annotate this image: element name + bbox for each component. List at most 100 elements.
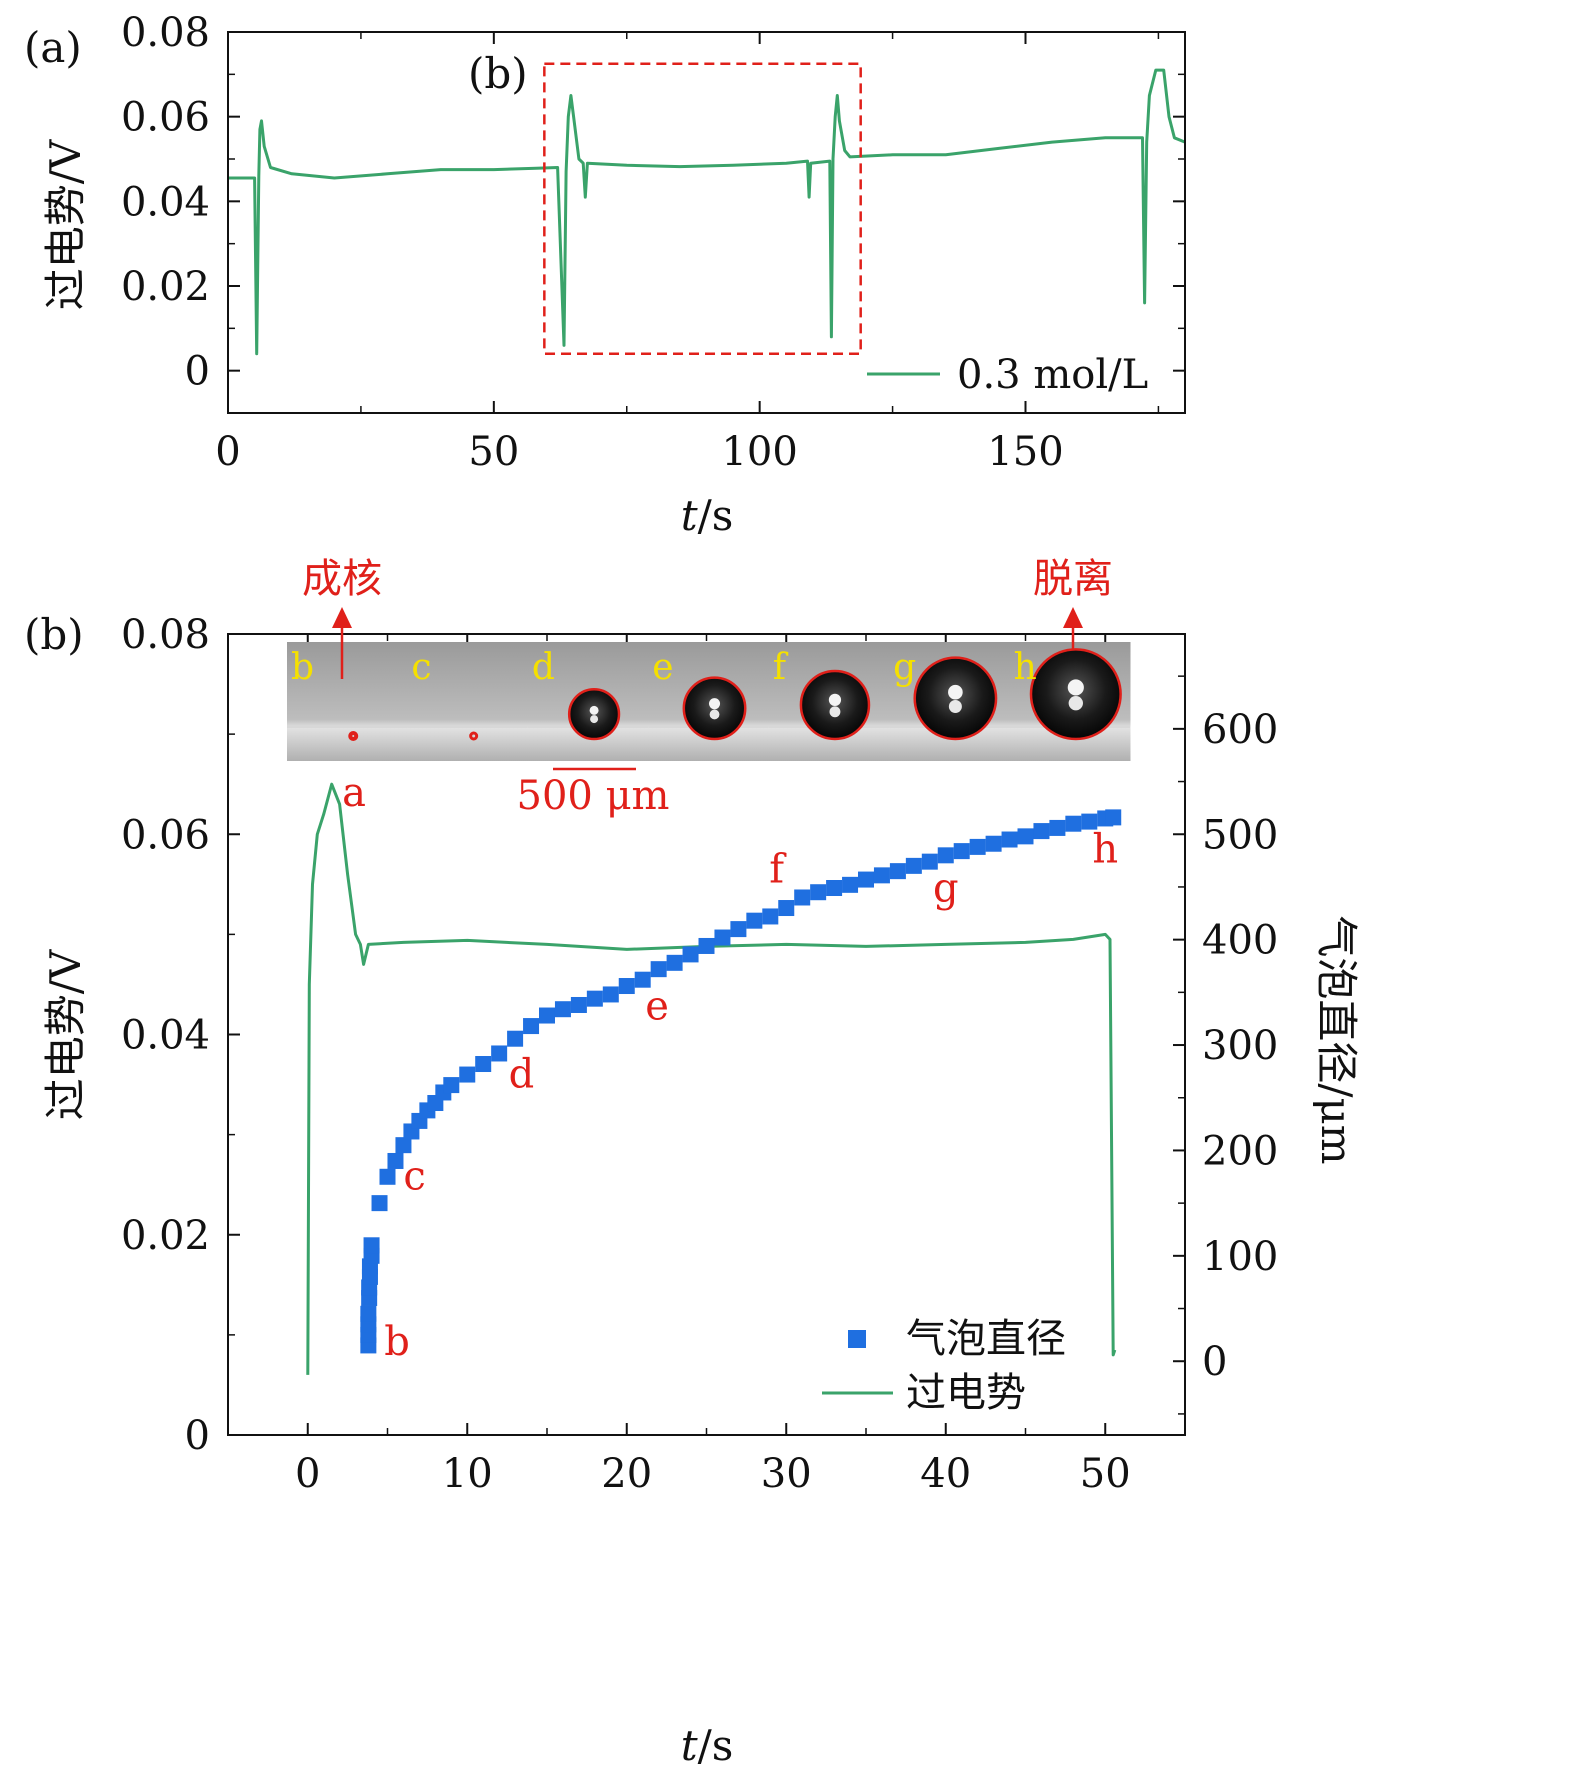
bubble-highlight	[708, 698, 721, 710]
a-y-tick-label: 0.08	[121, 10, 210, 56]
frame-label-f: f	[773, 647, 789, 688]
diameter-point	[539, 1007, 555, 1024]
diameter-point	[842, 876, 859, 893]
a-y-tick-label: 0.04	[121, 179, 210, 225]
b-legend-label-diameter: 气泡直径	[906, 1316, 1066, 1362]
bubble-frame-d: d	[527, 642, 649, 761]
diameter-point	[586, 990, 603, 1007]
bubble-frame-e: e	[648, 642, 770, 761]
diameter-point	[746, 912, 763, 929]
a-plot-frame	[227, 31, 1186, 414]
diameter-point	[985, 835, 1002, 852]
a-x-tick-label: 150	[987, 429, 1063, 475]
nucleation-label: 成核	[302, 556, 382, 602]
bubble-outline	[469, 731, 479, 741]
b-right-y-tick-label: 600	[1202, 707, 1278, 753]
bubble-outline	[348, 731, 359, 741]
frame-label-d: d	[532, 647, 555, 688]
diameter-point	[1105, 809, 1122, 826]
b-legend-marker-diameter	[848, 1330, 866, 1348]
bubble-highlight	[1068, 695, 1083, 711]
b-right-y-tick-label: 0	[1202, 1339, 1227, 1385]
detachment-label: 脱离	[1033, 556, 1113, 602]
diameter-point	[650, 961, 667, 978]
a-box-label: (b)	[468, 49, 528, 98]
diameter-point	[371, 1195, 388, 1212]
frame-label-g: g	[893, 647, 916, 688]
b-x-tick-label: 40	[920, 1451, 971, 1497]
b-x-tick-label: 30	[761, 1451, 812, 1497]
diameter-point	[810, 884, 827, 901]
bubble-outline	[567, 687, 621, 741]
diameter-point	[858, 871, 874, 888]
a-x-axis-title: t/s	[681, 491, 734, 540]
a-highlight-box	[543, 62, 862, 355]
bubble-frame-b: b	[287, 642, 408, 761]
diameter-point	[698, 937, 715, 954]
b-voltage-line	[306, 782, 1117, 1375]
b-x-axis-unit: /s	[698, 1721, 734, 1770]
b-y-tick-labels: 0 0.02 0.04 0.06 0.08	[121, 612, 210, 1459]
bubble-highlight	[829, 706, 841, 718]
bubble-outline	[682, 676, 747, 741]
diameter-point	[682, 946, 699, 963]
diameter-point	[395, 1137, 412, 1154]
point-label-a: a	[342, 770, 366, 816]
point-label-b: b	[384, 1319, 410, 1365]
bubble-highlight	[948, 699, 962, 713]
diameter-point	[387, 1152, 404, 1169]
b-right-y-tick-labels: 0 100 200 300 400 500 600	[1202, 707, 1278, 1385]
frame-label-e: e	[652, 647, 673, 688]
point-label-h: h	[1092, 826, 1118, 872]
bubble-highlight	[589, 705, 599, 715]
b-right-y-tick-label: 300	[1202, 1023, 1278, 1069]
a-y-tick-label: 0.06	[121, 95, 210, 141]
diameter-point	[937, 847, 954, 864]
diameter-point	[1081, 813, 1098, 830]
diameter-point	[634, 971, 651, 988]
b-y-tick-label: 0	[185, 1413, 210, 1459]
diameter-point	[554, 1001, 571, 1018]
bubble-outline	[1029, 648, 1122, 741]
diameter-point	[666, 954, 683, 971]
diameter-point	[507, 1030, 524, 1047]
b-y-tick-label: 0.02	[121, 1213, 210, 1259]
b-x-tick-label: 20	[601, 1451, 652, 1497]
panel-a-label: (a)	[24, 23, 82, 72]
a-voltage-line	[228, 68, 1186, 356]
diameter-point	[826, 880, 843, 897]
b-y-tick-label: 0.08	[121, 612, 210, 658]
panel-a: (a) 0 0.02 0.04 0.06 0.08 0 50 100 150 t…	[24, 10, 1186, 540]
diameter-point	[360, 1305, 377, 1322]
bubble-frame-c: c	[407, 642, 529, 761]
a-x-axis-var: t	[681, 491, 698, 540]
point-label-e: e	[645, 983, 669, 1029]
b-right-y-tick-label: 400	[1202, 918, 1278, 964]
diameter-point	[905, 857, 922, 874]
diameter-point	[762, 908, 779, 925]
a-y-tick-label: 0.02	[121, 264, 210, 310]
bubble-frame-h: h	[1009, 642, 1131, 761]
panel-b-label: (b)	[24, 610, 84, 659]
diameter-point	[363, 1237, 380, 1254]
a-x-tick-labels: 0 50 100 150	[215, 429, 1063, 475]
frame-label-c: c	[411, 647, 431, 688]
diameter-point	[459, 1066, 476, 1083]
frame-background	[407, 642, 529, 761]
point-label-d: d	[509, 1052, 535, 1098]
bubble-highlight	[709, 709, 720, 720]
b-x-axis-var: t	[681, 1721, 698, 1770]
diameter-point	[602, 986, 619, 1003]
diameter-point	[1065, 815, 1082, 832]
b-diameter-series	[360, 809, 1122, 1354]
bubble-highlight	[590, 715, 599, 724]
a-x-axis-unit: /s	[698, 491, 734, 540]
bubble-image-strip: b c d e f g h	[287, 642, 1131, 761]
scalebar-label: 500 μm	[517, 773, 670, 819]
b-x-tick-label: 50	[1080, 1451, 1131, 1497]
point-label-c: c	[403, 1154, 425, 1200]
diameter-point	[618, 978, 635, 995]
a-y-tick-labels: 0 0.02 0.04 0.06 0.08	[121, 10, 210, 395]
b-x-tick-label: 0	[295, 1451, 320, 1497]
